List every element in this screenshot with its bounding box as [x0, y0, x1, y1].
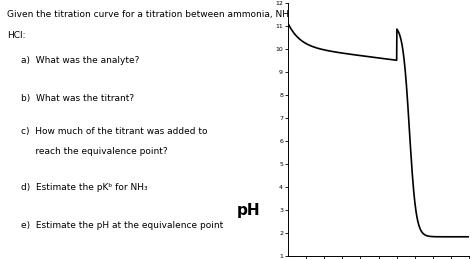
- Text: reach the equivalence point?: reach the equivalence point?: [21, 147, 168, 156]
- Text: Given the titration curve for a titration between ammonia, NH₃, and hydrochloric: Given the titration curve for a titratio…: [8, 10, 399, 19]
- Text: b)  What was the titrant?: b) What was the titrant?: [21, 94, 134, 103]
- Text: pH: pH: [237, 203, 260, 218]
- Text: a)  What was the analyte?: a) What was the analyte?: [21, 56, 139, 65]
- Text: c)  How much of the titrant was added to: c) How much of the titrant was added to: [21, 127, 208, 136]
- Text: HCl:: HCl:: [8, 31, 26, 40]
- Text: e)  Estimate the pH at the equivalence point: e) Estimate the pH at the equivalence po…: [21, 221, 223, 230]
- Text: d)  Estimate the pKᵇ for NH₃: d) Estimate the pKᵇ for NH₃: [21, 183, 148, 192]
